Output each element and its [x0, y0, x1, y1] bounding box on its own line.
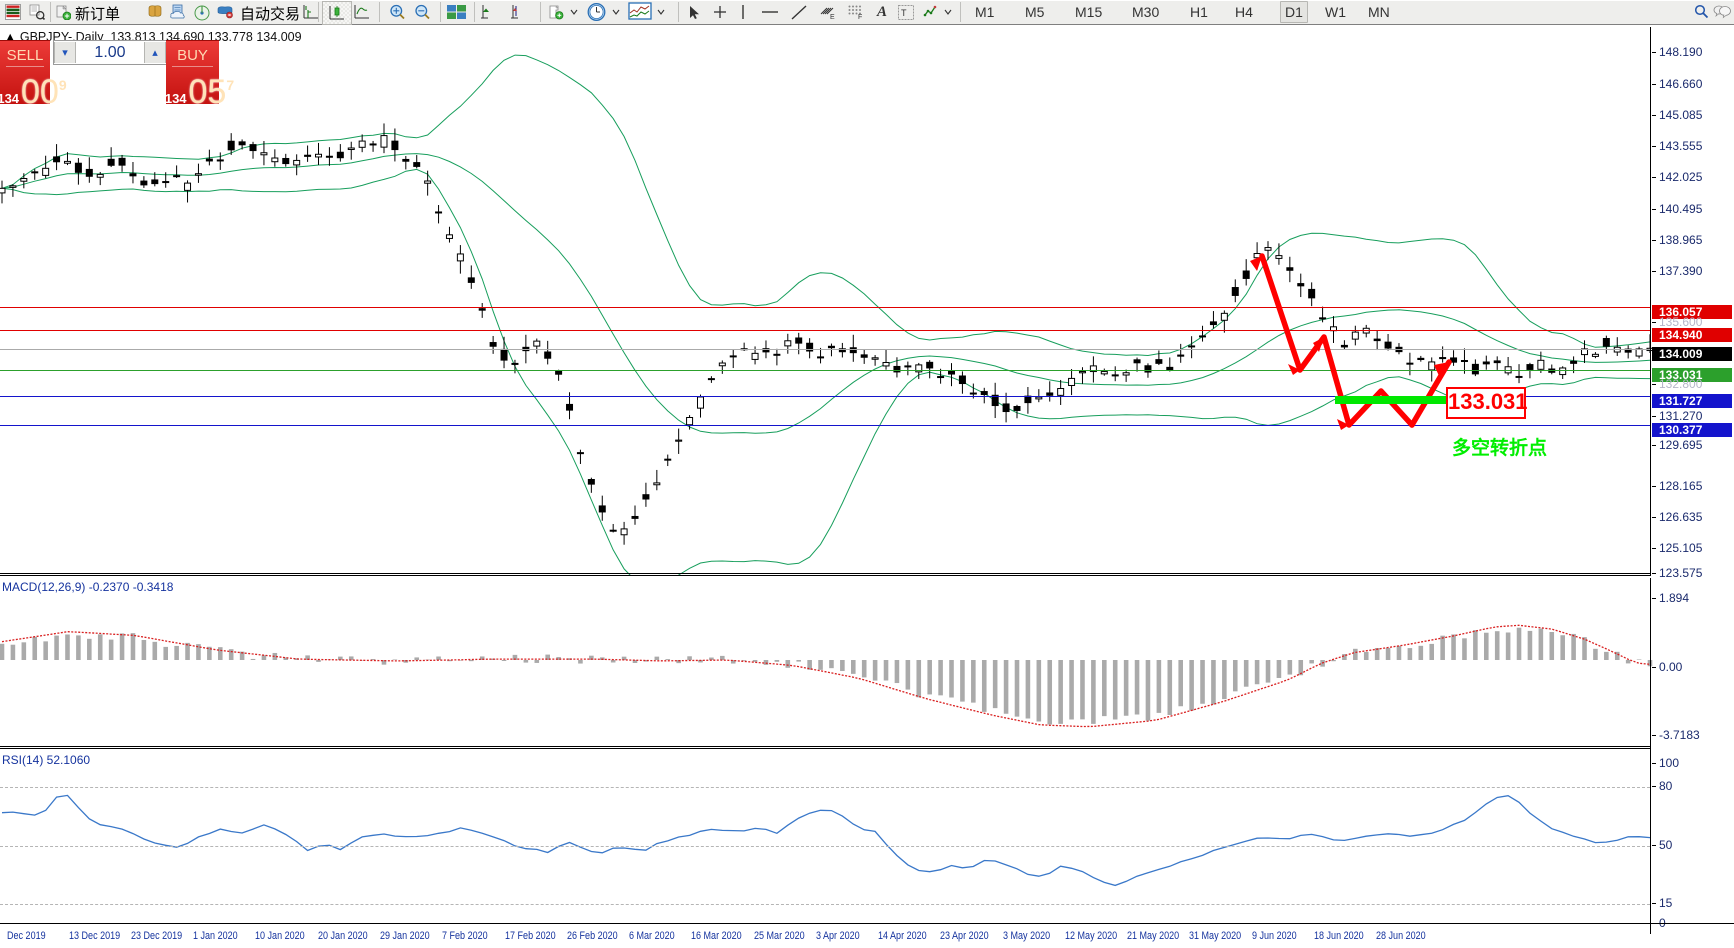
svg-text:E: E: [830, 14, 835, 20]
svg-text:T: T: [901, 8, 907, 18]
svg-text:F: F: [858, 14, 862, 19]
